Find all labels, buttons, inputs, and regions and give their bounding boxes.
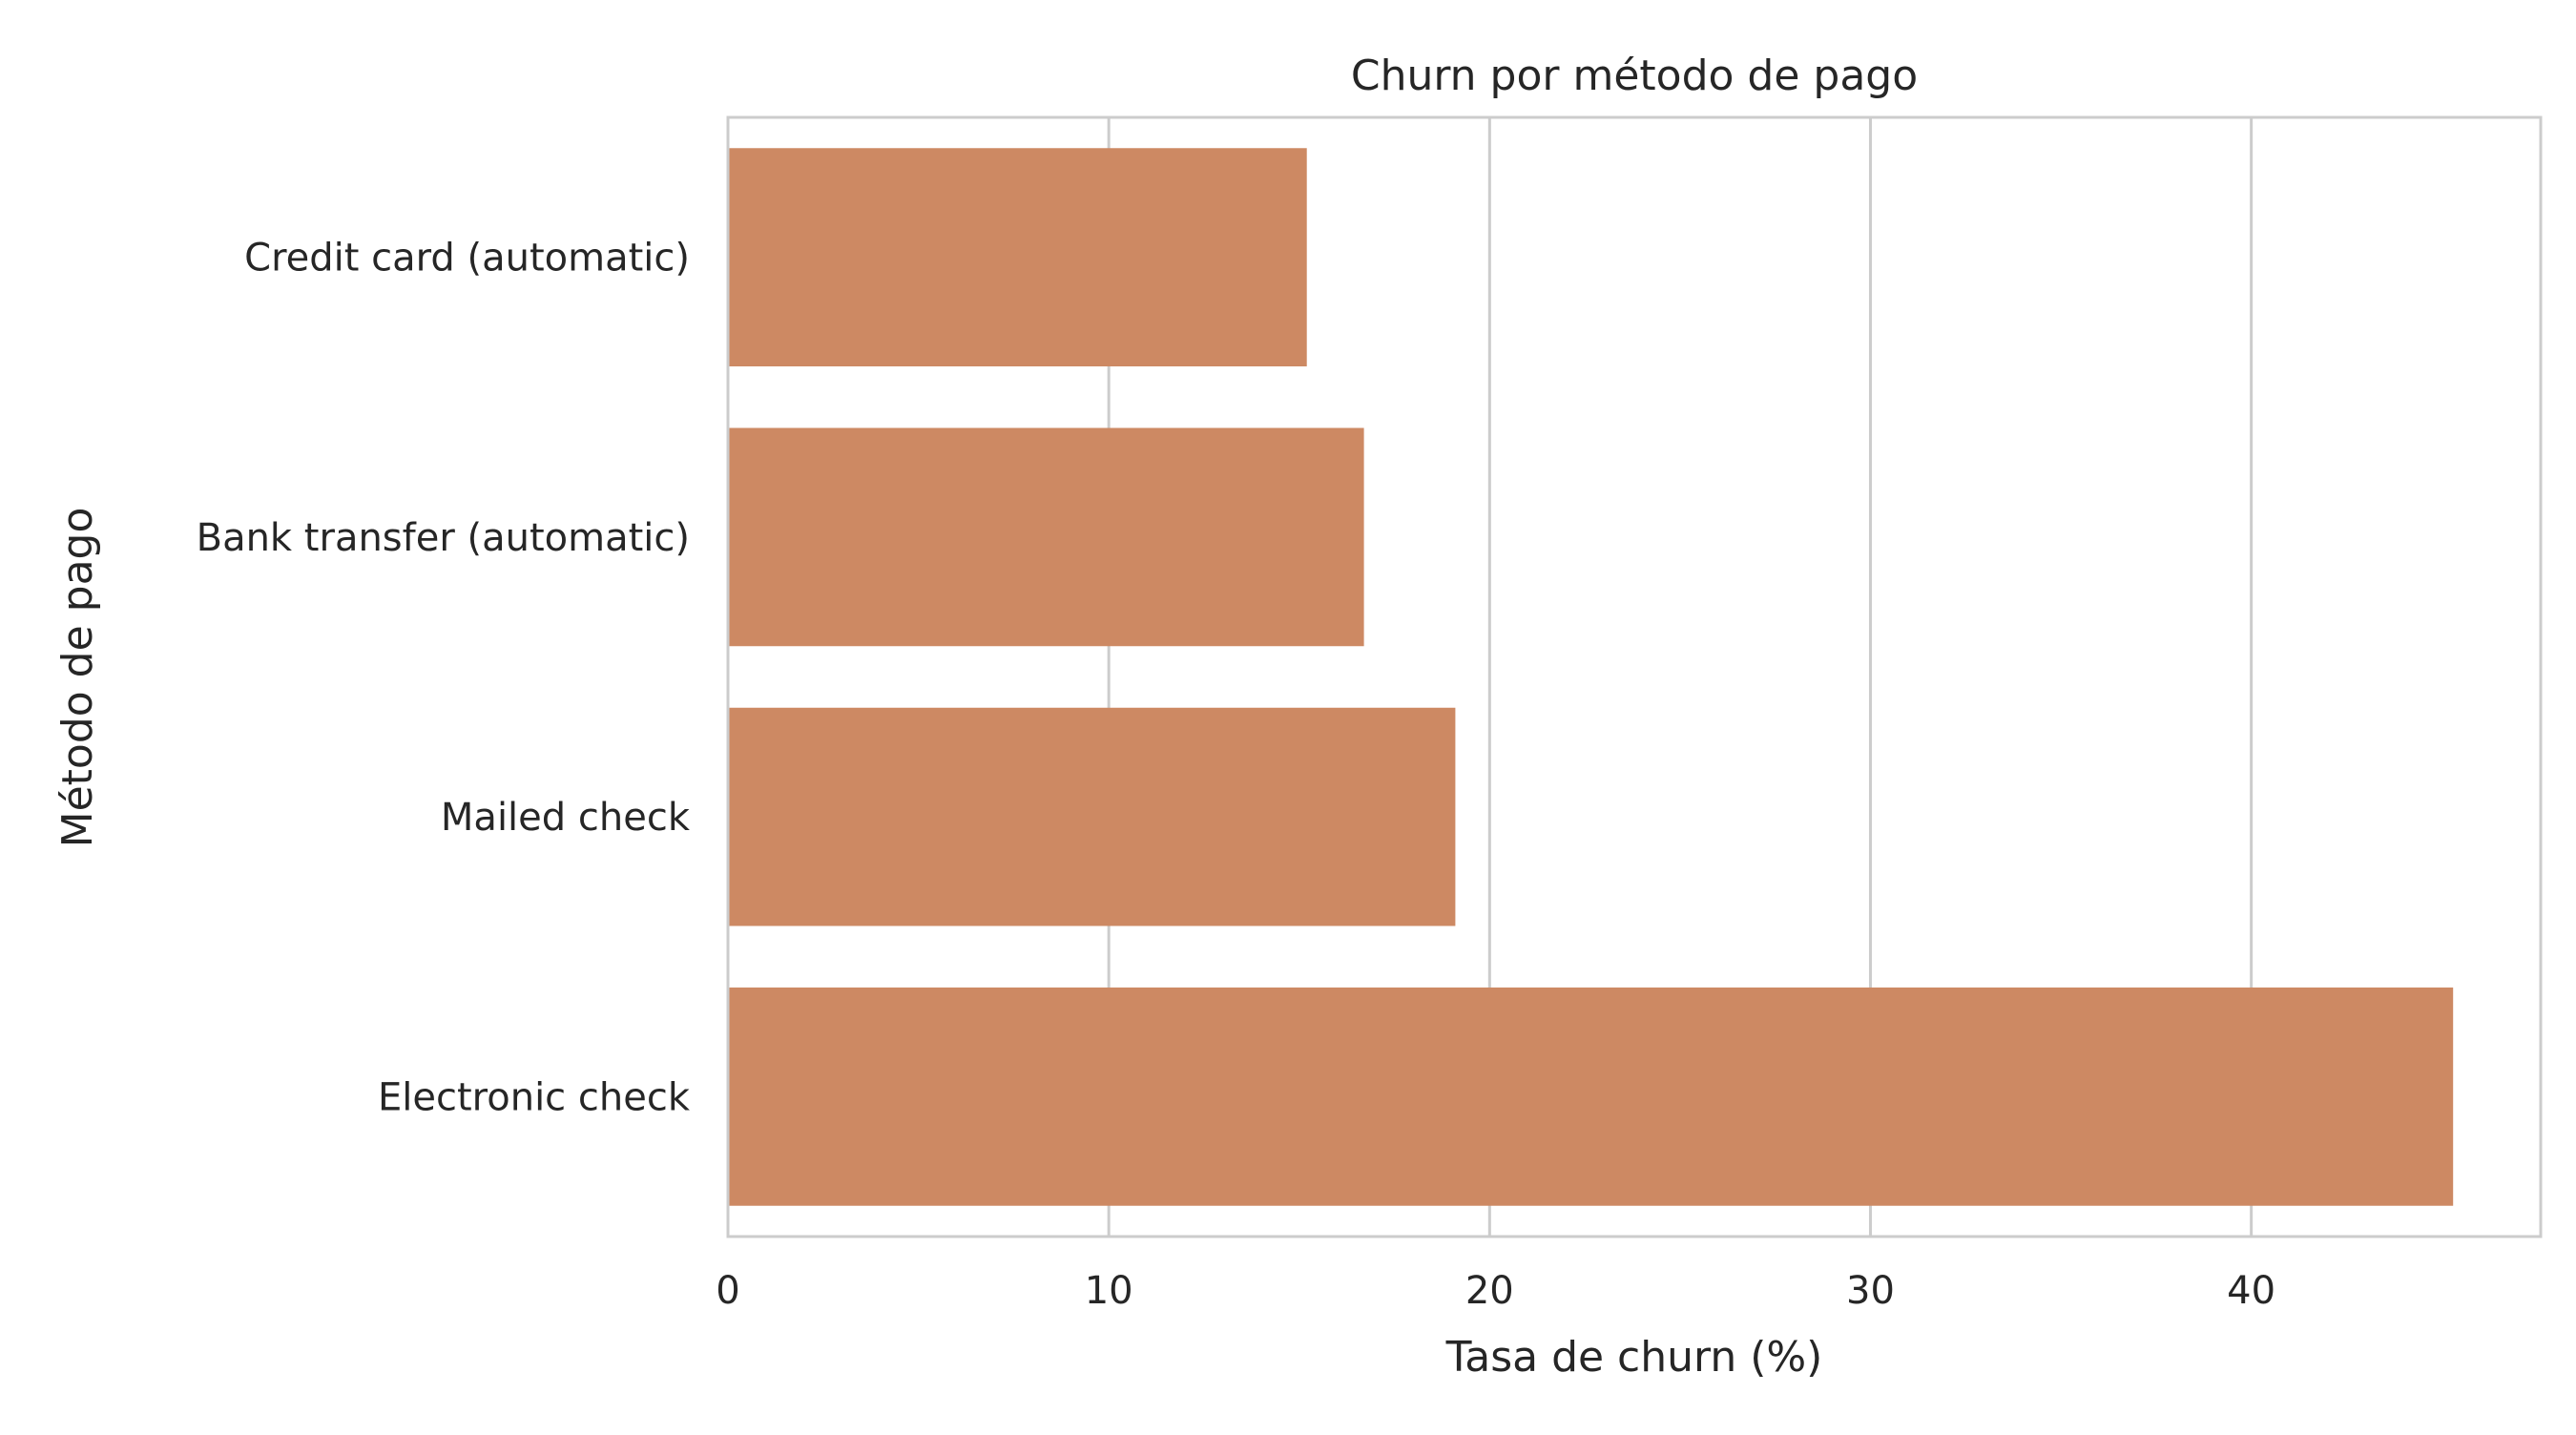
y-tick-label: Credit card (automatic) [244, 237, 690, 281]
x-tick-labels: 0 10 20 30 40 [716, 1269, 2275, 1313]
bar [728, 707, 1456, 926]
bar [728, 988, 2454, 1206]
x-tick-label: 0 [716, 1269, 739, 1313]
y-tick-label: Bank transfer (automatic) [197, 516, 690, 560]
chart-title: Churn por método de pago [1351, 52, 1918, 100]
x-tick-label: 40 [2227, 1269, 2275, 1313]
y-tick-label: Electronic check [378, 1075, 691, 1119]
y-tick-label: Mailed check [441, 796, 691, 840]
y-axis-label: Método de pago [53, 508, 102, 848]
x-tick-label: 10 [1085, 1269, 1133, 1313]
x-tick-label: 20 [1465, 1269, 1514, 1313]
y-tick-labels: Credit card (automatic) Bank transfer (au… [197, 237, 691, 1120]
x-tick-label: 30 [1846, 1269, 1895, 1313]
x-axis-label: Tasa de churn (%) [1445, 1333, 1823, 1382]
bar [728, 148, 1307, 366]
bar [728, 427, 1364, 647]
plot-frame [726, 115, 2543, 1238]
bars [728, 148, 2454, 1206]
